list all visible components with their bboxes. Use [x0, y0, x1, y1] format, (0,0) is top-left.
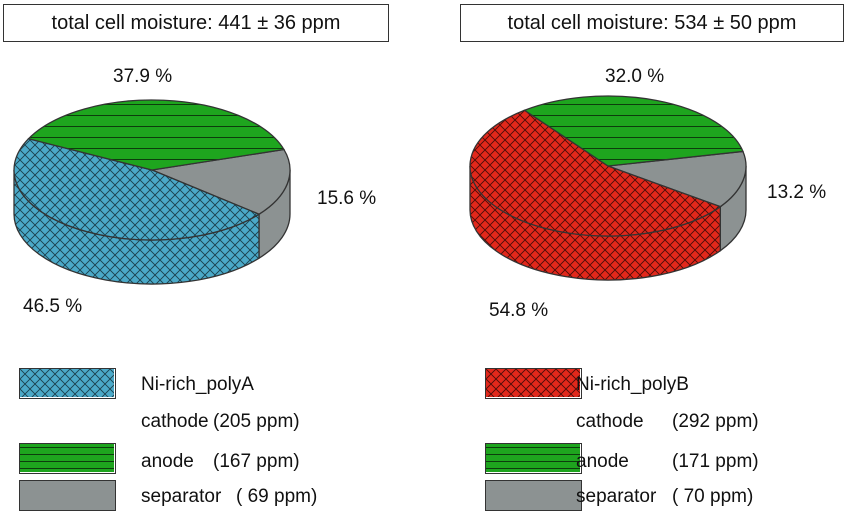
pie-slice-separator-left	[149, 148, 291, 215]
legend-label-cathode-right: Ni-rich_polyB	[576, 374, 689, 395]
legend-swatch-anode-left	[19, 443, 116, 474]
legend-value-anode-left: (167 ppm)	[213, 451, 300, 472]
pie-slice-cathode-right	[469, 109, 722, 237]
data-label-cathode-left: 46.5 %	[23, 296, 83, 317]
legend-swatch-cathode-left	[19, 368, 116, 399]
legend-swatch-separator-right	[485, 480, 582, 511]
legend-value-cathode-right: (292 ppm)	[672, 411, 759, 432]
data-label-separator-right: 13.2 %	[767, 182, 827, 203]
legend-swatch-separator-left	[19, 480, 116, 511]
legend-swatch-anode-right	[485, 443, 582, 474]
legend-label-separator-left: separator	[141, 486, 222, 507]
pie-slice-separator-right	[607, 150, 747, 208]
legend-label-separator-right: separator	[576, 486, 657, 507]
legend-value-cathode-left: (205 ppm)	[213, 411, 300, 432]
pie-slice-anode-left	[27, 99, 286, 171]
data-label-cathode-right: 54.8 %	[489, 300, 549, 321]
data-label-separator-left: 15.6 %	[317, 188, 377, 209]
data-label-anode-right: 32.0 %	[605, 66, 665, 87]
legend-sub-cathode-right: cathode	[576, 411, 644, 432]
legend-label-anode-right: anode	[576, 451, 629, 472]
legend-value-separator-right: ( 70 ppm)	[672, 486, 754, 507]
legend-value-anode-right: (171 ppm)	[672, 451, 759, 472]
legend-sub-cathode-left: cathode	[141, 411, 209, 432]
pie-slice-cathode-left	[13, 137, 261, 241]
data-label-anode-left: 37.9 %	[113, 66, 173, 87]
pie-slice-anode-right	[523, 95, 744, 167]
chart-title-right: total cell moisture: 534 ± 50 ppm	[460, 4, 844, 42]
legend-label-cathode-left: Ni-rich_polyA	[141, 374, 254, 395]
pie-chart-left	[13, 99, 291, 285]
legend-value-separator-left: ( 69 ppm)	[236, 486, 318, 507]
legend-label-anode-left: anode	[141, 451, 194, 472]
pie-chart-right	[469, 95, 747, 281]
chart-title-left: total cell moisture: 441 ± 36 ppm	[3, 4, 389, 42]
legend-swatch-cathode-right	[485, 368, 582, 399]
